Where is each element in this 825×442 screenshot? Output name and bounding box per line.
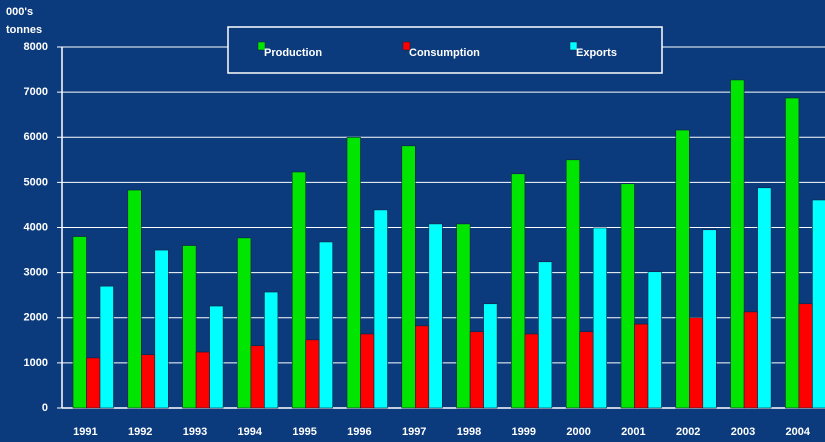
legend-label: Consumption	[409, 47, 480, 59]
x-tick-label: 1992	[128, 426, 152, 438]
bar	[483, 303, 498, 409]
bar	[565, 159, 581, 409]
bar	[688, 317, 704, 409]
x-tick-label: 1997	[402, 426, 426, 438]
bar	[360, 333, 375, 409]
bar	[291, 171, 307, 409]
legend-swatch	[402, 41, 411, 51]
bar	[401, 145, 416, 409]
bar	[812, 199, 825, 409]
bar	[524, 333, 539, 409]
y-tick-label: 2000	[24, 312, 48, 324]
bar	[592, 227, 608, 409]
x-tick-label: 2004	[786, 426, 811, 438]
legend-swatch	[257, 41, 266, 51]
bar	[647, 271, 662, 409]
bar	[757, 187, 772, 409]
bar	[620, 183, 635, 409]
bar	[798, 303, 813, 409]
bar	[195, 351, 210, 409]
x-tick-label: 1991	[73, 426, 97, 438]
bar	[99, 285, 114, 409]
bar	[250, 345, 265, 409]
bar	[154, 249, 169, 409]
x-tick-label: 2000	[566, 426, 590, 438]
bar	[72, 236, 87, 409]
bar	[469, 331, 484, 409]
bar	[305, 339, 320, 409]
y-axis-label: 000's	[6, 6, 33, 18]
bar	[730, 79, 745, 409]
legend-label: Production	[264, 47, 322, 59]
legend-swatch	[569, 41, 578, 51]
bar	[209, 305, 224, 409]
bar	[237, 237, 252, 409]
y-tick-label: 6000	[24, 131, 48, 143]
bar	[702, 229, 717, 409]
x-tick-label: 1996	[347, 426, 371, 438]
y-axis-label: tonnes	[6, 24, 42, 36]
x-tick-label: 2003	[731, 426, 755, 438]
legend-box	[227, 26, 663, 74]
legend-label: Exports	[576, 47, 617, 59]
x-tick-label: 1998	[457, 426, 481, 438]
bar	[456, 223, 471, 409]
y-tick-label: 4000	[24, 221, 48, 233]
bar	[141, 354, 156, 409]
bar	[785, 97, 800, 409]
bar	[634, 323, 649, 409]
y-tick-label: 8000	[24, 41, 48, 53]
bar	[743, 311, 758, 409]
x-tick-label: 2002	[676, 426, 700, 438]
x-tick-label: 1993	[183, 426, 207, 438]
y-tick-label: 7000	[24, 86, 48, 98]
bar	[346, 136, 361, 409]
y-tick-label: 5000	[24, 176, 48, 188]
y-tick-label: 3000	[24, 267, 48, 279]
x-tick-label: 2001	[621, 426, 645, 438]
bar	[182, 245, 197, 409]
bar	[86, 357, 101, 409]
bar	[318, 241, 334, 409]
bar	[579, 331, 594, 409]
bar	[264, 291, 279, 409]
bar	[373, 209, 388, 409]
x-tick-label: 1994	[238, 426, 263, 438]
y-tick-label: 0	[42, 402, 48, 414]
bar	[511, 173, 526, 409]
y-tick-label: 1000	[24, 357, 48, 369]
bar	[428, 223, 443, 409]
bar	[127, 189, 142, 409]
bar	[538, 261, 553, 409]
x-tick-label: 1999	[512, 426, 536, 438]
x-tick-label: 1995	[292, 426, 316, 438]
bar	[675, 129, 690, 409]
bar	[414, 325, 430, 409]
